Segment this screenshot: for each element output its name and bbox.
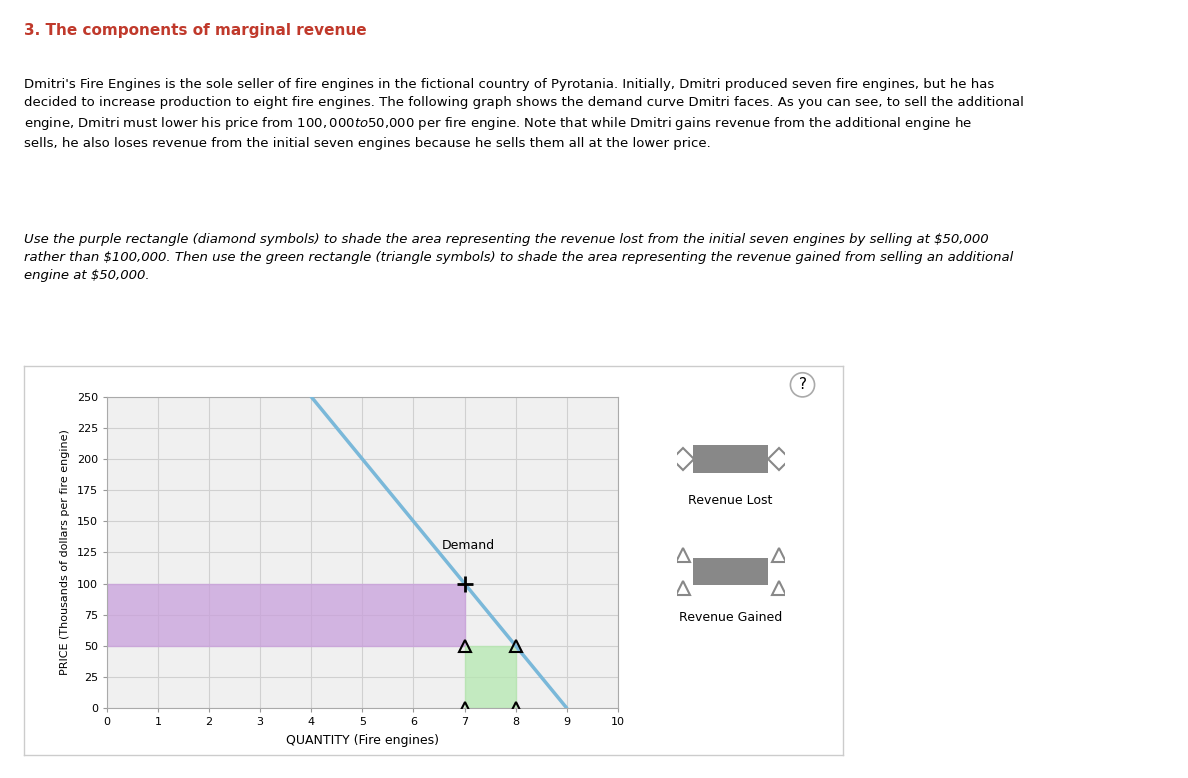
Text: Revenue Gained: Revenue Gained [680,611,782,624]
Bar [693,559,767,585]
Text: Demand: Demand [442,538,494,552]
Text: Dmitri's Fire Engines is the sole seller of fire engines in the fictional countr: Dmitri's Fire Engines is the sole seller… [24,78,1024,150]
Text: Revenue Lost: Revenue Lost [688,494,773,507]
Text: 3. The components of marginal revenue: 3. The components of marginal revenue [24,23,366,38]
Text: Use the purple rectangle (diamond symbols) to shade the area representing the re: Use the purple rectangle (diamond symbol… [24,233,1013,282]
X-axis label: QUANTITY (Fire engines): QUANTITY (Fire engines) [286,734,438,747]
Y-axis label: PRICE (Thousands of dollars per fire engine): PRICE (Thousands of dollars per fire eng… [59,429,70,675]
Text: ?: ? [798,377,807,392]
Bar [693,445,767,473]
